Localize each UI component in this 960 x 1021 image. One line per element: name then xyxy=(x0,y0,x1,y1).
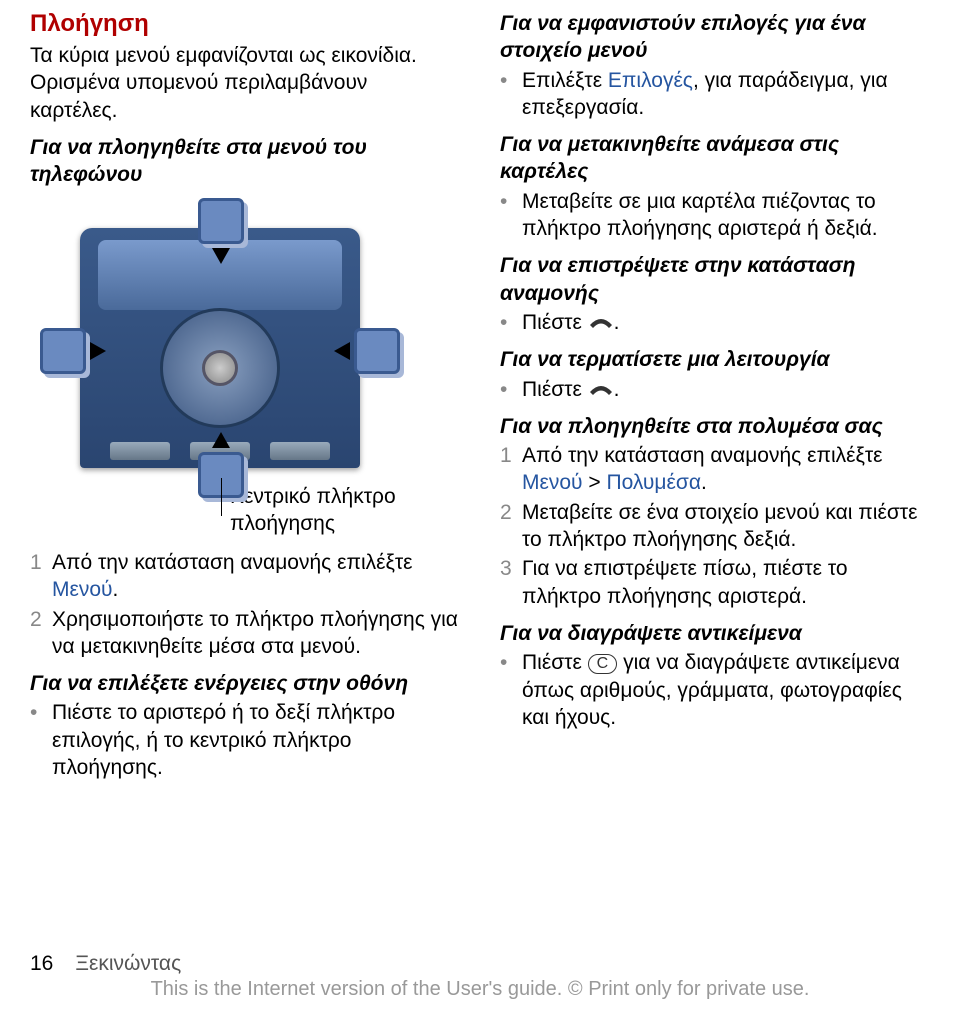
media-step1-mid: > xyxy=(583,471,607,494)
bullet-marker: • xyxy=(500,376,522,403)
arrow-down-icon xyxy=(212,248,230,264)
show-options-prefix: Επιλέξτε xyxy=(522,69,608,92)
nav-center-key xyxy=(202,350,238,386)
callout-right xyxy=(354,328,400,374)
bullet-content: Πιέστε C για να διαγράψετε αντικείμενα ό… xyxy=(522,649,930,731)
left-column: Πλοήγηση Τα κύρια μενού εμφανίζονται ως … xyxy=(30,10,460,783)
delete-items-head: Για να διαγράψετε αντικείμενα xyxy=(500,620,930,647)
bullet-item: • Πιέστε το αριστερό ή το δεξί πλήκτρο ε… xyxy=(30,699,460,781)
menu-link: Μενού xyxy=(522,471,583,494)
page-number: 16 xyxy=(30,952,53,975)
step-2: 2 Μεταβείτε σε ένα στοιχείο μενού και πι… xyxy=(500,499,930,554)
bullet-item: • Επιλέξτε Επιλογές, για παράδειγμα, για… xyxy=(500,67,930,122)
bullet-content: Μεταβείτε σε μια καρτέλα πιέζοντας το πλ… xyxy=(522,188,930,243)
step-marker: 1 xyxy=(500,442,522,497)
delete-prefix: Πιέστε xyxy=(522,651,588,674)
bullet-item: • Πιέστε C για να διαγράψετε αντικείμενα… xyxy=(500,649,930,731)
step-3: 3 Για να επιστρέψετε πίσω, πιέστε το πλή… xyxy=(500,555,930,610)
footer-disclaimer: This is the Internet version of the User… xyxy=(30,978,930,1001)
arrow-left-icon xyxy=(334,342,350,360)
intro-text: Τα κύρια μενού εμφανίζονται ως εικονίδια… xyxy=(30,42,460,124)
key-3 xyxy=(270,442,330,460)
press-text: Πιέστε xyxy=(522,311,588,334)
step-content: Από την κατάσταση αναμονής επιλέξτε Μενο… xyxy=(52,549,460,604)
step1-prefix: Από την κατάσταση αναμονής επιλέξτε xyxy=(52,551,413,574)
bullet-marker: • xyxy=(30,699,52,781)
callout-up xyxy=(198,198,244,244)
media-step1-suffix: . xyxy=(701,471,707,494)
bullet-content: Επιλέξτε Επιλογές, για παράδειγμα, για ε… xyxy=(522,67,930,122)
press-text: Πιέστε xyxy=(522,378,588,401)
bullet-item: • Πιέστε . xyxy=(500,376,930,403)
bullet-item: • Μεταβείτε σε μια καρτέλα πιέζοντας το … xyxy=(500,188,930,243)
caption-leader xyxy=(221,478,222,516)
options-link: Επιλογές xyxy=(608,69,693,92)
step-1: 1 Από την κατάσταση αναμονής επιλέξτε Με… xyxy=(30,549,460,604)
bullet-marker: • xyxy=(500,67,522,122)
page-footer: 16 Ξεκινώντας This is the Internet versio… xyxy=(30,952,930,1001)
multimedia-link: Πολυμέσα xyxy=(606,471,701,494)
section-name: Ξεκινώντας xyxy=(75,952,181,975)
step-content: Μεταβείτε σε ένα στοιχείο μενού και πιέσ… xyxy=(522,499,930,554)
bullet-marker: • xyxy=(500,309,522,336)
c-key-icon: C xyxy=(588,654,618,674)
step-marker: 1 xyxy=(30,549,52,604)
bullet-marker: • xyxy=(500,649,522,731)
end-function-head: Για να τερματίσετε μια λειτουργία xyxy=(500,346,930,373)
navigate-media-head: Για να πλοηγηθείτε στα πολυμέσα σας xyxy=(500,413,930,440)
step-1: 1 Από την κατάσταση αναμονής επιλέξτε Με… xyxy=(500,442,930,497)
media-step1-prefix: Από την κατάσταση αναμονής επιλέξτε xyxy=(522,444,883,467)
bullet-content: Πιέστε . xyxy=(522,376,930,403)
navigate-menus-head: Για να πλοηγηθείτε στα μενού του τηλεφών… xyxy=(30,134,460,189)
show-options-head: Για να εμφανιστούν επιλογές για ένα στοι… xyxy=(500,10,930,65)
return-standby-head: Για να επιστρέψετε στην κατάσταση αναμον… xyxy=(500,252,930,307)
step1-suffix: . xyxy=(113,578,119,601)
nav-ring xyxy=(160,308,280,428)
step-marker: 3 xyxy=(500,555,522,610)
key-1 xyxy=(110,442,170,460)
menu-link: Μενού xyxy=(52,578,113,601)
bullet-marker: • xyxy=(500,188,522,243)
bullet-item: • Πιέστε . xyxy=(500,309,930,336)
step-content: Για να επιστρέψετε πίσω, πιέστε το πλήκτ… xyxy=(522,555,930,610)
arrow-up-icon xyxy=(212,432,230,448)
step-2: 2 Χρησιμοποιήστε το πλήκτρο πλοήγησης γι… xyxy=(30,606,460,661)
bullet-content: Πιέστε το αριστερό ή το δεξί πλήκτρο επι… xyxy=(52,699,460,781)
step-content: Από την κατάσταση αναμονής επιλέξτε Μενο… xyxy=(522,442,930,497)
step-marker: 2 xyxy=(500,499,522,554)
phone-nav-figure xyxy=(40,198,400,498)
step-marker: 2 xyxy=(30,606,52,661)
bullet-content: Πιέστε . xyxy=(522,309,930,336)
step-content: Χρησιμοποιήστε το πλήκτρο πλοήγησης για … xyxy=(52,606,460,661)
end-call-icon xyxy=(588,315,614,331)
end-call-icon xyxy=(588,382,614,398)
callout-left xyxy=(40,328,86,374)
footer-line-1: 16 Ξεκινώντας xyxy=(30,952,930,976)
move-tabs-head: Για να μετακινηθείτε ανάμεσα στις καρτέλ… xyxy=(500,131,930,186)
page-title: Πλοήγηση xyxy=(30,10,460,38)
select-actions-head: Για να επιλέξετε ενέργειες στην οθόνη xyxy=(30,670,460,697)
right-column: Για να εμφανιστούν επιλογές για ένα στοι… xyxy=(500,10,930,783)
arrow-right-icon xyxy=(90,342,106,360)
